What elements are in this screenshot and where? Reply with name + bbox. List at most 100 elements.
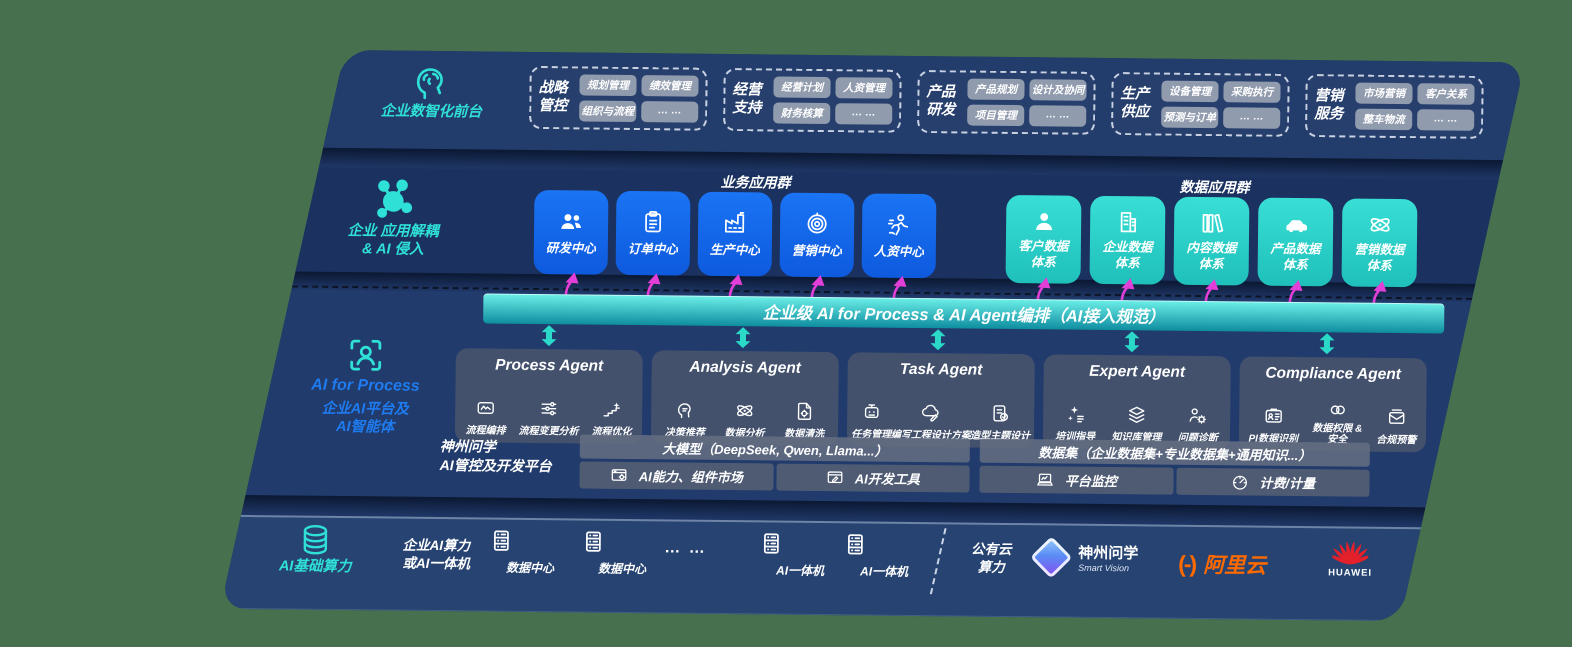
billing-metering-cell: 计费/计量 [1175,467,1370,497]
pill: 组织与流程 [579,100,637,123]
robot-icon [861,401,882,422]
ellipsis-nodes: … … [664,539,707,557]
server-icon [580,528,606,554]
linked-rings-icon [1327,399,1348,420]
head-chat-icon [674,399,695,420]
platform-item-label: 计费/计量 [1259,475,1316,492]
pill: 绩效管理 [641,75,699,97]
teal-double-arrow [541,325,557,346]
compute-line1: 企业AI算力 [402,537,471,554]
window-gear-icon [610,466,629,485]
data-box-marketing: 营销数据 体系 [1341,198,1418,288]
architecture-panel: 企业数智化前台 战略管控 规划管理 绩效管理 组织与流程 … … 经营支持 经营… [220,50,1525,622]
capability-label: 流程编排 [465,425,506,437]
atom-icon [734,400,755,421]
data-box-label: 内容数据 [1186,240,1237,256]
group-strategy: 战略管控 规划管理 绩效管理 组织与流程 … … [529,65,708,131]
data-box-customer: 客户数据 体系 [1005,194,1082,284]
agent-title: Compliance Agent [1265,364,1401,384]
vendor-shenzhou: 神州问学 Smart Vision [1030,535,1139,579]
server-icon [488,528,514,554]
atom-icon [1367,212,1393,238]
sliders-icon [538,398,559,419]
agent-card-expert: Expert Agent 培训指导 知识库管理 问题诊断 [1042,354,1231,451]
infra-label-block: AI基础算力 [260,521,371,576]
pill: 项目管理 [967,104,1025,127]
agent-title: Task Agent [899,360,983,379]
pill: 人资管理 [835,77,893,99]
group-product: 产品研发 产品规划 设计及协同 项目管理 … … [917,69,1096,135]
infra-label: AI基础算力 [278,558,352,576]
node-datacenter-1: 数据中心 [488,528,572,577]
platform-monitor-cell: 平台监控 [979,465,1174,495]
pill: 产品规划 [967,78,1025,101]
pill: … … [641,101,699,123]
ai-layer-label-zh1: 企业AI平台及 [321,400,409,418]
pill: 客户关系 [1417,83,1475,105]
teal-double-arrow [1124,331,1140,352]
steps-icon [601,399,622,420]
group-marketing: 营销服务 市场营销 客户关系 整车物流 … … [1305,74,1484,139]
front-office-groups: 战略管控 规划管理 绩效管理 组织与流程 … … 经营支持 经营计划 人资管理 … [529,65,1484,139]
data-box-label: 企业数据 [1102,239,1153,255]
huawei-fan-logo [1332,541,1369,565]
platform-dataset-group: 数据集（企业数据集+专业数据集+通用知识...） 平台监控 计费/计量 [979,438,1370,497]
server-icon [842,531,868,557]
ai-dev-tools-cell: AI开发工具 [775,463,970,493]
vendor-name: 神州问学 [1078,544,1139,563]
public-cloud-label: 公有云 算力 [952,540,1030,576]
pill: 经营计划 [773,76,831,99]
molecule-icon [370,176,416,222]
model-bar: 大模型（DeepSeek, Qwen, Llama...） [579,434,970,463]
shenzhou-diamond-logo [1030,535,1073,579]
decouple-label-line1: 企业 应用解耦 [347,223,439,240]
pill: 整车物流 [1355,108,1413,131]
data-box-label: 客户数据 [1018,238,1069,254]
node-label: AI一体机 [776,563,825,579]
platform-label-line2: AI管控及开发平台 [439,456,552,475]
group-title: 营销服务 [1314,88,1344,122]
app-box-label: 生产中心 [709,242,760,258]
data-box-label: 产品数据 [1270,241,1321,257]
ai-layer-label-zh2: AI智能体 [335,419,395,436]
agent-card-analysis: Analysis Agent 决策推荐 数据分析 数据清洗 [650,350,839,447]
vendor-alibaba-cloud: (-) 阿里云 [1178,549,1266,580]
teal-double-arrow [1319,333,1335,354]
car-icon [1282,211,1310,237]
group-operations: 经营支持 经营计划 人资管理 财务核算 … … [723,67,902,133]
pill: … … [1223,107,1281,129]
agent-card-process: Process Agent 流程编排 流程变更分析 流程优化 [454,348,643,445]
app-box-order-center: 订单中心 [615,190,691,276]
orchestration-bar-text: 企业级 AI for Process & AI Agent编排（AI接入规范） [762,304,1165,327]
data-box-label2: 体系 [1198,256,1224,271]
target-icon [804,211,830,237]
business-group-title: 业务应用群 [720,173,791,191]
node-ai-appliance-1: AI一体机 [758,530,842,579]
team-icon [558,208,584,234]
platform-label: 神州问学 AI管控及开发平台 [440,437,590,476]
vendor-name: 阿里云 [1203,554,1267,578]
public-cloud-line2: 算力 [977,559,1005,575]
doc-gear-icon [794,401,815,422]
id-card-icon [1263,406,1284,427]
spark-icon [1065,404,1086,425]
node-label: AI一体机 [860,564,909,579]
focus-person-icon [345,334,387,376]
data-box-label2: 体系 [1282,257,1308,272]
decouple-label-block: 企业 应用解耦 & AI 侵入 [323,176,464,260]
pill: … … [1029,105,1087,127]
pill: 市场营销 [1355,82,1413,105]
data-box-label2: 体系 [1030,254,1056,269]
enterprise-compute-label: 企业AI算力 或AI一体机 [366,536,506,573]
agent-title: Analysis Agent [689,358,801,377]
agent-title: Process Agent [495,356,604,375]
node-datacenter-2: 数据中心 [580,528,664,577]
ai-layer-label-block: AI for Process 企业AI平台及 AI智能体 [290,333,441,437]
app-box-hr-center: 人资中心 [861,193,937,279]
app-box-label: 营销中心 [791,243,842,258]
pill: 设备管理 [1161,80,1219,103]
node-label: 数据中心 [506,560,555,576]
platform-item-label: AI能力、组件市场 [638,469,743,486]
cloud-pen-icon [920,402,941,423]
agent-card-task: Task Agent 任务管理 编写工程设计方案 造型主题设计 [846,352,1035,449]
